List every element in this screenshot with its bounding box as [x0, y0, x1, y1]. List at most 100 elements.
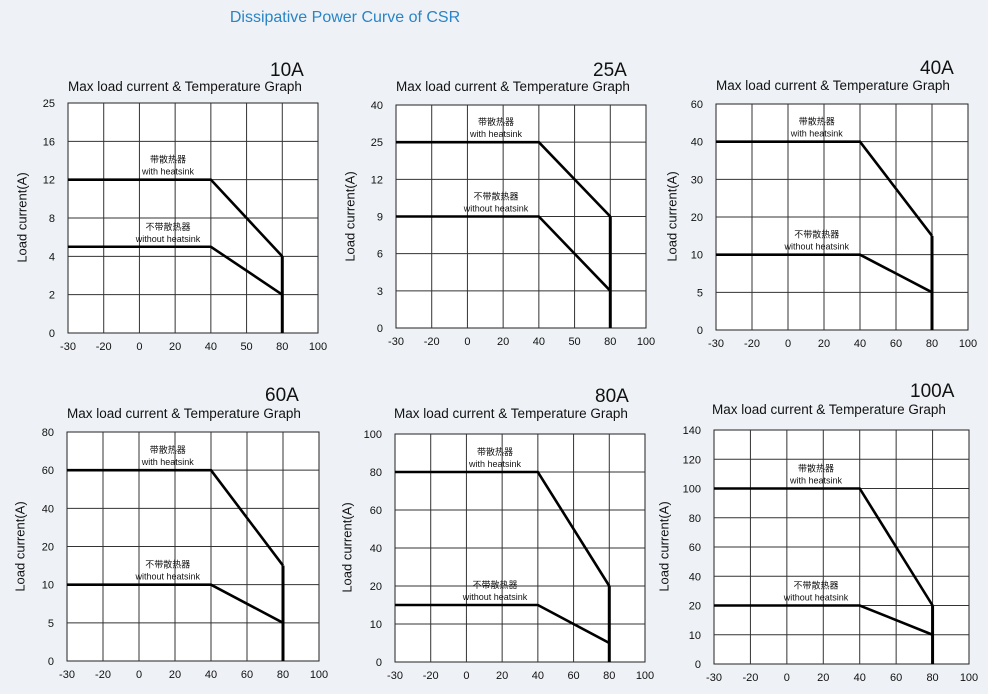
series-label-en: with heatsink — [468, 459, 522, 469]
y-tick-label: 5 — [48, 618, 54, 630]
y-tick-label: 10 — [689, 630, 701, 642]
chart-title: Max load current & Temperature Graph — [712, 402, 946, 417]
x-tick-label: -20 — [96, 341, 112, 353]
x-tick-label: 0 — [784, 672, 790, 684]
plot-area — [715, 103, 969, 331]
y-tick-label: 0 — [48, 656, 54, 668]
x-tick-label: 100 — [637, 336, 655, 348]
x-tick-label: 20 — [497, 336, 509, 348]
x-tick-label: 100 — [309, 341, 327, 353]
x-tick-label: 80 — [926, 338, 938, 350]
series-label-cn: 不带散热器 — [793, 580, 838, 592]
series-label-cn: 不带散热器 — [794, 229, 839, 241]
y-tick-label: 0 — [376, 657, 382, 669]
x-tick-label: 100 — [960, 672, 978, 684]
x-tick-label: 80 — [276, 341, 288, 353]
x-tick-label: 20 — [496, 670, 508, 682]
x-tick-label: 20 — [169, 669, 181, 681]
chart-title: Max load current & Temperature Graph — [396, 79, 630, 94]
series-line-with-heatsink — [67, 468, 285, 567]
x-tick-label: 50 — [568, 336, 580, 348]
x-tick-label: 20 — [818, 338, 830, 350]
series-label-cn: 不带散热器 — [472, 579, 517, 591]
series-label-cn: 带散热器 — [150, 154, 186, 166]
x-tick-label: 100 — [636, 670, 654, 682]
x-tick-label: 20 — [817, 672, 829, 684]
series-label-en: with heatsink — [789, 476, 843, 486]
x-tick-label: 60 — [890, 672, 902, 684]
y-tick-label: 10 — [370, 619, 382, 631]
chart-title: Max load current & Temperature Graph — [67, 406, 301, 421]
x-tick-label: -20 — [424, 336, 440, 348]
series-label-cn: 带散热器 — [799, 116, 835, 128]
y-tick-label: 60 — [370, 505, 382, 517]
x-tick-label: 0 — [136, 341, 142, 353]
y-axis-label: Load current(A) — [14, 172, 30, 263]
series-line-without-heatsink — [716, 253, 933, 294]
x-tick-label: 40 — [854, 672, 866, 684]
y-tick-label: 25 — [43, 98, 55, 110]
x-tick-label: 40 — [532, 670, 544, 682]
plot-area — [67, 102, 319, 334]
y-tick-label: 120 — [683, 454, 701, 466]
chart-rating: 25A — [593, 60, 627, 81]
x-tick-label: -30 — [708, 338, 724, 350]
y-tick-label: 9 — [377, 212, 383, 224]
series-line-without-heatsink — [68, 245, 284, 296]
y-tick-label: 12 — [43, 175, 55, 187]
series-line-with-heatsink — [68, 178, 284, 258]
x-tick-label: -30 — [706, 672, 722, 684]
y-tick-label: 20 — [42, 542, 54, 554]
y-tick-label: 100 — [364, 429, 382, 441]
y-tick-label: 16 — [43, 136, 55, 148]
y-axis-label: Load current(A) — [664, 171, 680, 262]
y-tick-label: 60 — [689, 542, 701, 554]
series-label-cn: 带散热器 — [478, 116, 514, 128]
series-label-en: without heatsink — [463, 204, 529, 214]
x-tick-label: 40 — [854, 338, 866, 350]
x-tick-label: 40 — [533, 336, 545, 348]
x-tick-label: 40 — [205, 669, 217, 681]
y-tick-label: 80 — [370, 467, 382, 479]
x-tick-label: 60 — [241, 669, 253, 681]
x-tick-label: 0 — [785, 338, 791, 350]
x-tick-label: 80 — [604, 336, 616, 348]
plot-area — [395, 104, 647, 329]
y-tick-label: 2 — [49, 290, 55, 302]
series-line-with-heatsink — [395, 470, 611, 587]
x-tick-label: -30 — [387, 670, 403, 682]
y-axis-label: Load current(A) — [342, 170, 358, 262]
x-tick-label: -30 — [60, 341, 76, 353]
y-tick-label: 60 — [42, 465, 54, 477]
y-axis-label: Load current(A) — [339, 502, 355, 593]
x-tick-label: -20 — [95, 669, 111, 681]
x-tick-label: 100 — [959, 338, 977, 350]
y-tick-label: 25 — [371, 137, 383, 149]
page-title: Dissipative Power Curve of CSR — [229, 9, 461, 26]
series-label-en: without heatsink — [784, 242, 850, 252]
y-tick-label: 60 — [691, 99, 703, 111]
series-line-without-heatsink — [67, 583, 284, 624]
y-tick-label: 4 — [49, 251, 55, 263]
y-tick-label: 100 — [683, 484, 701, 496]
y-tick-label: 10 — [42, 580, 54, 592]
y-tick-label: 0 — [377, 323, 383, 335]
x-tick-label: 80 — [926, 672, 938, 684]
series-line-with-heatsink — [714, 487, 934, 607]
y-tick-label: 80 — [42, 427, 54, 439]
y-tick-label: 5 — [697, 287, 703, 299]
chart-rating: 10A — [270, 60, 304, 81]
chart-title: Max load current & Temperature Graph — [68, 79, 302, 94]
x-tick-label: 0 — [136, 669, 142, 681]
x-tick-label: 100 — [310, 669, 328, 681]
x-tick-label: 0 — [463, 670, 469, 682]
series-label-en: without heatsink — [135, 234, 201, 244]
x-tick-label: 50 — [240, 341, 252, 353]
chart-rating: 80A — [595, 386, 629, 407]
series-label-en: without heatsink — [462, 592, 528, 602]
y-tick-label: 40 — [42, 503, 54, 515]
series-line-without-heatsink — [395, 603, 610, 645]
